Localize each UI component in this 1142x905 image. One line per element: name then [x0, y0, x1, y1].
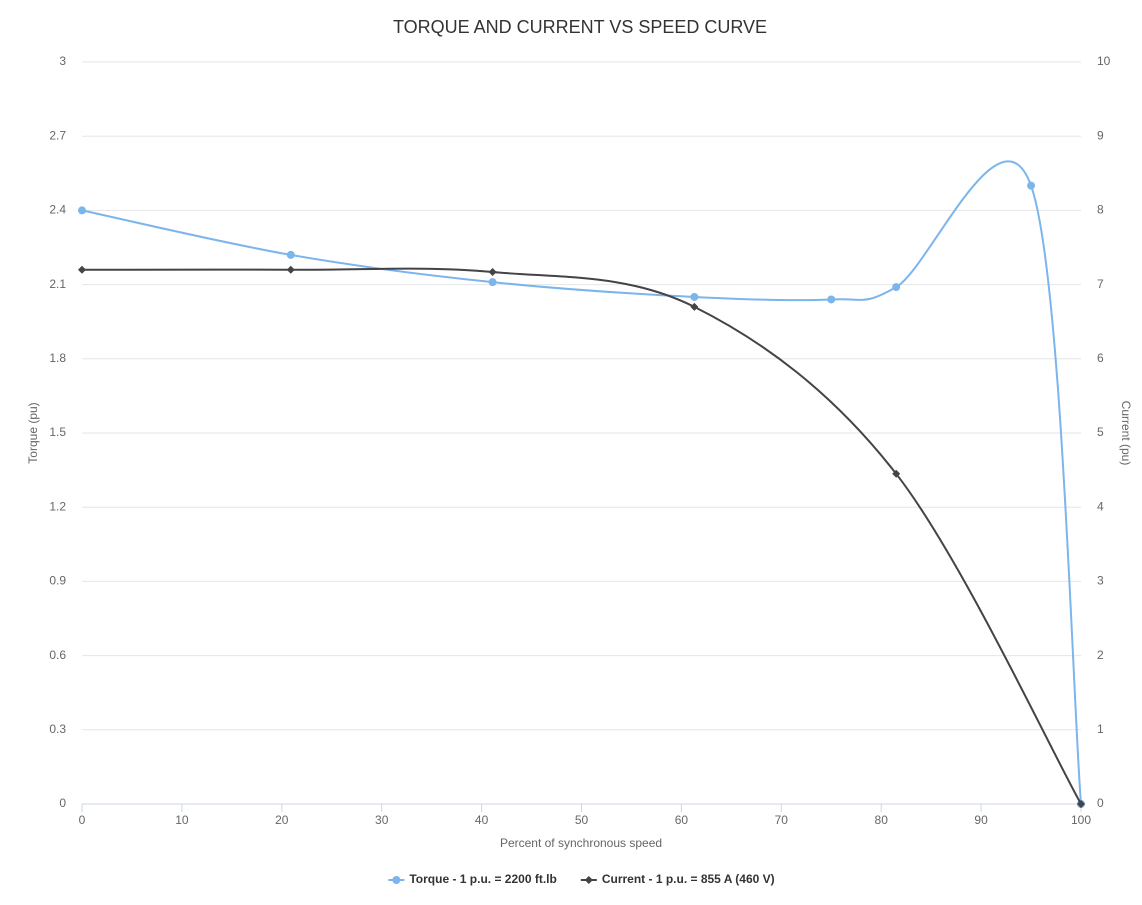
marker — [78, 206, 86, 215]
x-tick-label: 30 — [375, 813, 389, 827]
marker — [827, 295, 836, 304]
y2-tick-label: 5 — [1097, 425, 1104, 439]
y2-axis-title: Current (pu) — [1119, 401, 1133, 466]
y2-tick-label: 3 — [1097, 574, 1104, 588]
y2-tick-label: 6 — [1097, 351, 1104, 365]
y-tick-label: 0.6 — [49, 648, 66, 662]
marker — [488, 278, 497, 287]
y-tick-label: 1.8 — [49, 351, 66, 365]
x-tick-label: 40 — [475, 813, 489, 827]
chart-title: TORQUE AND CURRENT VS SPEED CURVE — [393, 17, 767, 37]
marker — [1027, 181, 1036, 190]
marker — [892, 469, 901, 478]
legend-label: Current - 1 p.u. = 855 A (460 V) — [602, 872, 775, 886]
y-tick-label: 2.4 — [49, 203, 66, 217]
x-tick-label: 90 — [974, 813, 988, 827]
y-tick-label: 2.7 — [49, 128, 66, 142]
y-tick-label: 2.1 — [49, 277, 66, 291]
x-tick-label: 10 — [175, 813, 189, 827]
x-tick-label: 0 — [79, 813, 86, 827]
x-tick-label: 50 — [575, 813, 589, 827]
marker — [1077, 800, 1085, 808]
marker — [690, 292, 699, 301]
marker — [286, 250, 295, 259]
y-tick-label: 3 — [59, 54, 66, 68]
x-tick-label: 70 — [775, 813, 789, 827]
y2-tick-label: 0 — [1097, 796, 1104, 810]
marker — [78, 265, 86, 274]
marker — [286, 265, 295, 274]
series-line — [81, 267, 1082, 805]
marker — [488, 267, 497, 276]
x-tick-label: 20 — [275, 813, 289, 827]
y-tick-label: 0.9 — [49, 574, 66, 588]
marker — [392, 876, 401, 884]
y2-tick-label: 8 — [1097, 203, 1104, 217]
x-tick-label: 60 — [675, 813, 689, 827]
y2-tick-label: 2 — [1097, 648, 1104, 662]
y-axis-title: Torque (pu) — [26, 402, 40, 463]
legend-item: Current - 1 p.u. = 855 A (460 V) — [580, 872, 775, 886]
y-tick-label: 1.5 — [49, 425, 66, 439]
y2-tick-label: 4 — [1097, 499, 1104, 513]
marker — [690, 302, 699, 311]
x-tick-label: 100 — [1071, 813, 1091, 827]
y2-tick-label: 10 — [1097, 54, 1111, 68]
legend-item: Torque - 1 p.u. = 2200 ft.lb — [388, 872, 557, 886]
y-tick-label: 0 — [59, 796, 66, 810]
legend-label: Torque - 1 p.u. = 2200 ft.lb — [409, 872, 556, 886]
y2-tick-label: 9 — [1097, 128, 1104, 142]
legend: Torque - 1 p.u. = 2200 ft.lb Current - 1 … — [388, 872, 775, 886]
y-tick-label: 1.2 — [49, 499, 66, 513]
x-axis-title: Percent of synchronous speed — [500, 836, 662, 850]
marker — [584, 876, 593, 884]
y2-tick-label: 7 — [1097, 277, 1104, 291]
marker — [892, 283, 901, 292]
y-tick-label: 0.3 — [49, 722, 66, 736]
x-tick-label: 80 — [875, 813, 889, 827]
y2-tick-label: 1 — [1097, 722, 1104, 736]
series-line — [81, 160, 1082, 805]
